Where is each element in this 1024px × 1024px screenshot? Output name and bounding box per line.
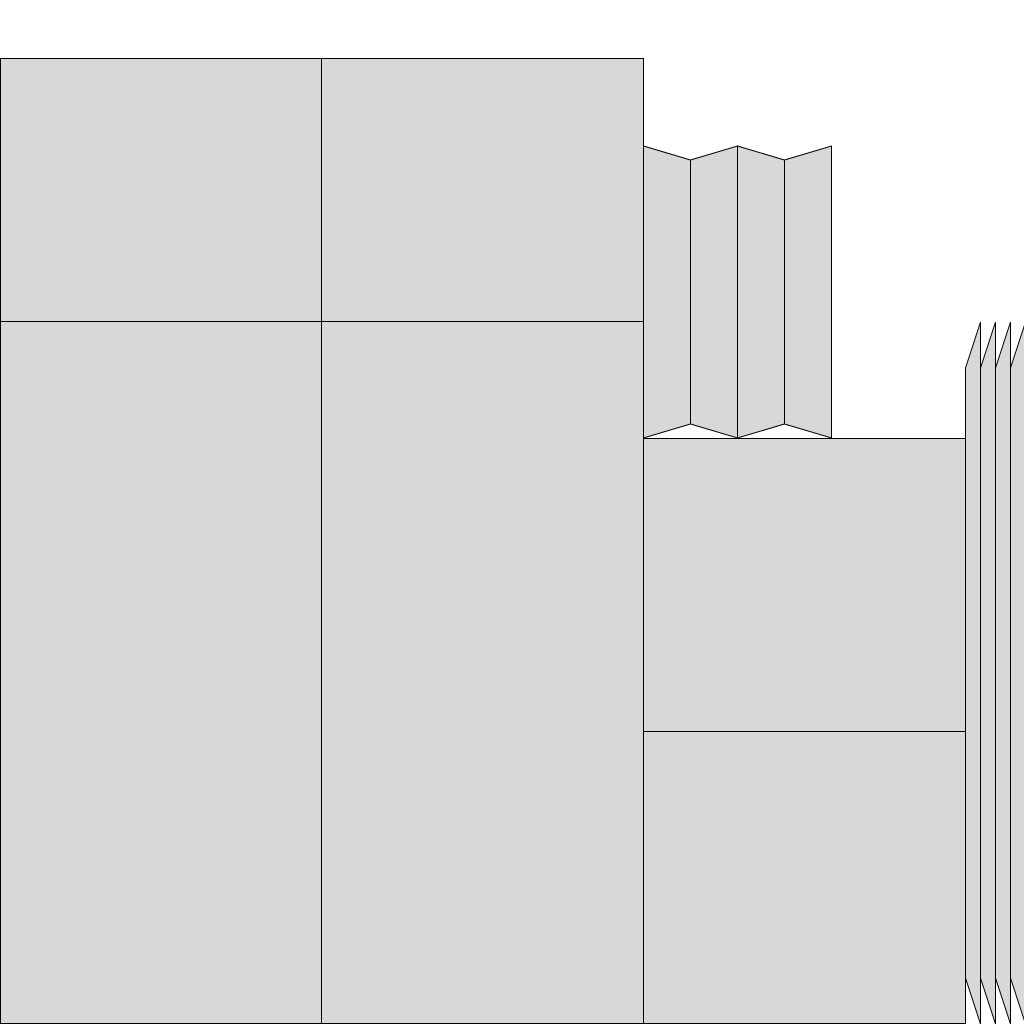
grid-panel-top-left	[0, 58, 322, 322]
slanted-strip-3	[995, 321, 1011, 1024]
fold-panel-2	[690, 145, 738, 439]
fold-panel-3	[737, 145, 785, 439]
slanted-strip-4	[1010, 324, 1024, 1022]
grid-panel-bottom-right	[321, 321, 644, 1024]
grid-panel-top-right	[321, 58, 644, 322]
stack-panel-bottom	[643, 731, 966, 1024]
slanted-strip-2	[980, 321, 996, 1024]
fold-panel-4	[784, 145, 832, 439]
stack-panel-top	[643, 438, 966, 732]
slanted-strip-1	[965, 321, 981, 1024]
fold-panel-1	[643, 145, 691, 439]
grid-panel-bottom-left	[0, 321, 322, 1024]
